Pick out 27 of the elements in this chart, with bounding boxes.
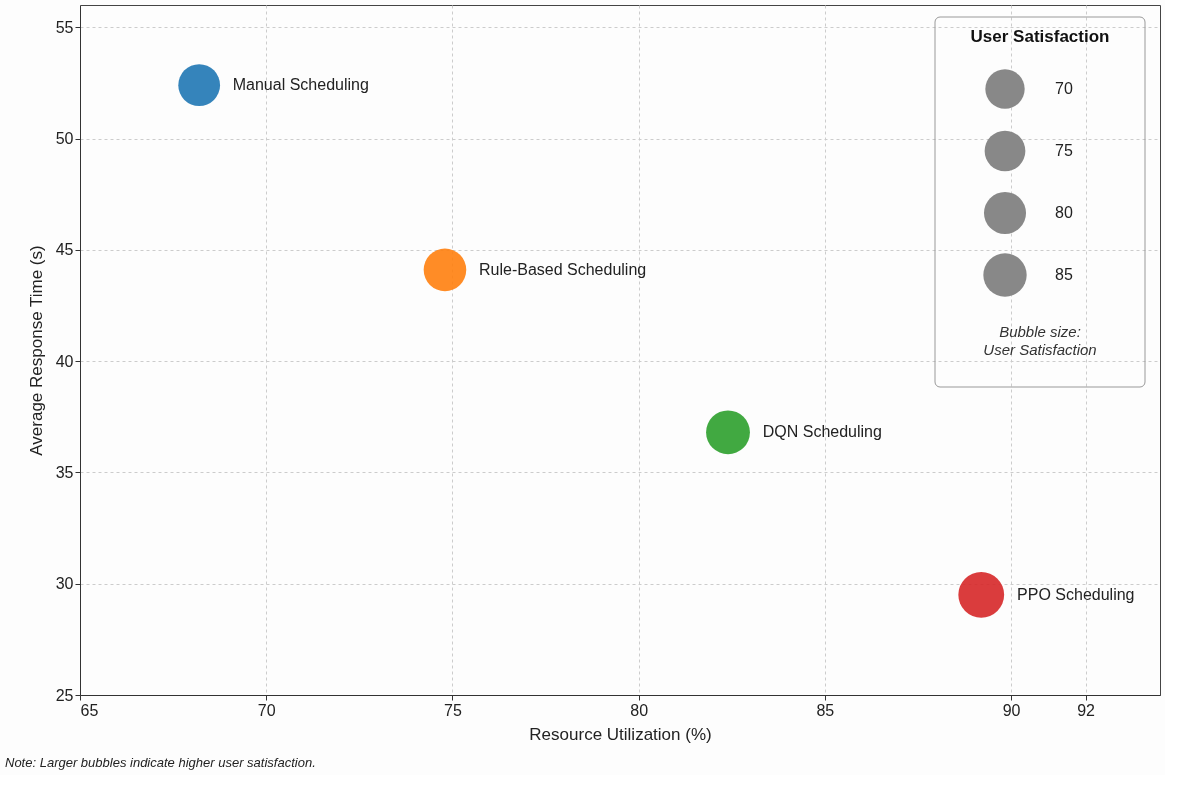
legend-label: 75 bbox=[1055, 142, 1073, 159]
series-label: PPO Scheduling bbox=[1017, 585, 1135, 603]
series-label: Rule-Based Scheduling bbox=[478, 260, 647, 278]
x-tick-label: 65 bbox=[80, 701, 99, 719]
x-tick-label: 85 bbox=[816, 701, 835, 719]
y-tick-label: 25 bbox=[55, 686, 74, 704]
series-label: DQN Scheduling bbox=[762, 423, 882, 441]
x-axis-title: Resource Utilization (%) bbox=[529, 724, 712, 744]
text: Note: Larger bubbles indicate higher user satisfaction. bbox=[5, 755, 316, 770]
y-tick-label: 55 bbox=[55, 18, 74, 36]
x-tick-label: 75 bbox=[444, 701, 462, 719]
y-tick-label: 35 bbox=[55, 463, 74, 481]
x-tick-label: 70 bbox=[257, 701, 276, 719]
y-tick-label: 45 bbox=[55, 241, 74, 259]
legend-label: 80 bbox=[1055, 204, 1073, 221]
y-tick-label: 50 bbox=[55, 130, 74, 148]
series-label: Manual Scheduling bbox=[232, 76, 369, 94]
legend-label: 85 bbox=[1055, 266, 1073, 283]
x-tick-label: 80 bbox=[630, 701, 649, 719]
x-tick-label: 90 bbox=[1002, 701, 1021, 719]
annotation: Bubble size: User Satisfaction bbox=[983, 323, 1097, 358]
y-tick-label: 30 bbox=[55, 575, 74, 593]
legend-label: 70 bbox=[1055, 80, 1073, 97]
x-tick-label: 92 bbox=[1077, 701, 1096, 719]
y-tick-label: 40 bbox=[55, 352, 74, 370]
legend-title: User Satisfaction bbox=[970, 27, 1110, 46]
y-axis-title: Average Response Time (s) bbox=[26, 245, 46, 456]
